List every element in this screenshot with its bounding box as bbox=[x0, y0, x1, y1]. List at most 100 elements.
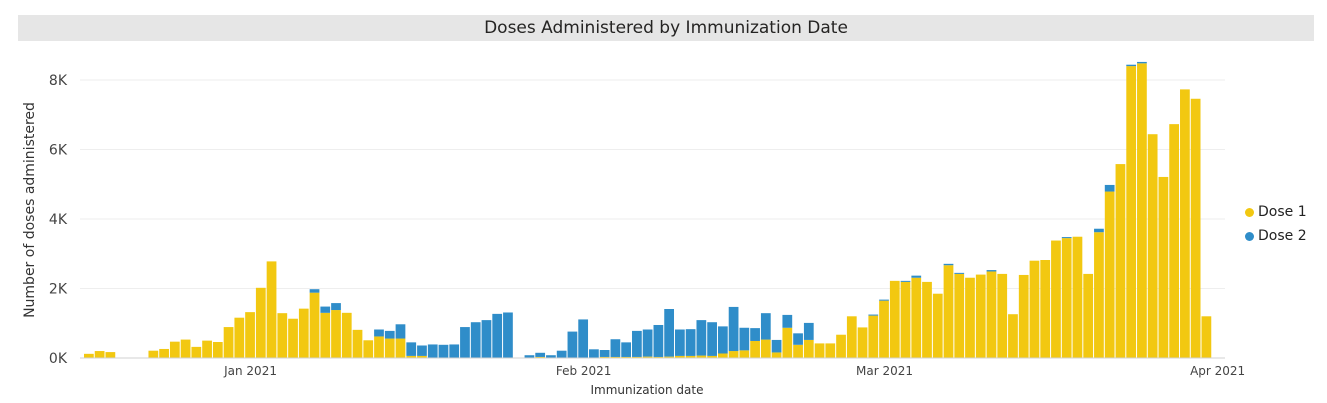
bar-dose-1[interactable] bbox=[1104, 191, 1115, 358]
bar-dose-1[interactable] bbox=[599, 356, 610, 358]
bar-dose-1[interactable] bbox=[674, 355, 685, 358]
bar-dose-1[interactable] bbox=[384, 338, 395, 358]
bar-dose-1[interactable] bbox=[728, 351, 739, 358]
bar-dose-1[interactable] bbox=[341, 312, 352, 358]
bar-dose-1[interactable] bbox=[717, 353, 728, 358]
legend-item-dose-1[interactable]: Dose 1 bbox=[1245, 200, 1307, 224]
bar-dose-1[interactable] bbox=[1126, 66, 1137, 358]
bar-dose-1[interactable] bbox=[1094, 232, 1104, 358]
bar-dose-1[interactable] bbox=[202, 340, 212, 359]
bar-dose-1[interactable] bbox=[707, 355, 717, 358]
bar-dose-1[interactable] bbox=[395, 338, 406, 358]
bar-dose-1[interactable] bbox=[889, 280, 900, 359]
bar-dose-1[interactable] bbox=[1147, 134, 1158, 358]
bar-dose-2[interactable] bbox=[911, 275, 922, 278]
bar-dose-2[interactable] bbox=[868, 314, 879, 316]
bar-dose-2[interactable] bbox=[642, 329, 653, 357]
bar-dose-2[interactable] bbox=[1126, 64, 1137, 67]
bar-dose-1[interactable] bbox=[191, 346, 202, 358]
bar-dose-1[interactable] bbox=[997, 273, 1008, 358]
bar-dose-2[interactable] bbox=[374, 329, 384, 337]
bar-dose-1[interactable] bbox=[911, 277, 922, 358]
bar-dose-1[interactable] bbox=[632, 356, 642, 358]
bar-dose-2[interactable] bbox=[685, 329, 696, 356]
bar-dose-2[interactable] bbox=[556, 350, 567, 358]
bar-dose-2[interactable] bbox=[717, 326, 728, 354]
bar-dose-2[interactable] bbox=[535, 352, 546, 357]
bar-dose-1[interactable] bbox=[803, 339, 814, 358]
bar-dose-2[interactable] bbox=[782, 314, 793, 328]
bar-dose-1[interactable] bbox=[1061, 238, 1072, 358]
bar-dose-1[interactable] bbox=[535, 356, 546, 358]
bar-dose-1[interactable] bbox=[664, 356, 674, 358]
bar-dose-1[interactable] bbox=[1018, 274, 1029, 358]
bar-dose-2[interactable] bbox=[460, 327, 470, 358]
bar-dose-1[interactable] bbox=[760, 339, 771, 358]
bar-dose-1[interactable] bbox=[1083, 273, 1094, 358]
bar-dose-2[interactable] bbox=[632, 330, 642, 357]
bar-dose-2[interactable] bbox=[427, 344, 438, 358]
bar-dose-2[interactable] bbox=[567, 331, 578, 358]
bar-dose-1[interactable] bbox=[255, 287, 266, 359]
bar-dose-1[interactable] bbox=[1201, 316, 1212, 358]
bar-dose-1[interactable] bbox=[1051, 240, 1061, 358]
bar-dose-2[interactable] bbox=[943, 263, 954, 266]
bar-dose-1[interactable] bbox=[234, 317, 245, 358]
bar-dose-1[interactable] bbox=[900, 281, 911, 358]
bar-dose-1[interactable] bbox=[266, 261, 277, 358]
bar-dose-1[interactable] bbox=[943, 265, 954, 358]
bar-dose-1[interactable] bbox=[1190, 98, 1201, 358]
bar-dose-1[interactable] bbox=[836, 334, 846, 358]
bar-dose-1[interactable] bbox=[857, 327, 868, 358]
bar-dose-1[interactable] bbox=[84, 353, 94, 358]
bar-dose-1[interactable] bbox=[610, 356, 621, 358]
bar-dose-2[interactable] bbox=[1104, 184, 1115, 192]
bar-dose-1[interactable] bbox=[750, 340, 760, 358]
bar-dose-2[interactable] bbox=[674, 329, 685, 356]
bar-dose-1[interactable] bbox=[1008, 314, 1018, 358]
bar-dose-1[interactable] bbox=[148, 350, 159, 358]
bar-dose-1[interactable] bbox=[868, 315, 879, 359]
bar-dose-1[interactable] bbox=[685, 355, 696, 358]
bar-dose-1[interactable] bbox=[159, 348, 169, 358]
bar-dose-1[interactable] bbox=[374, 336, 384, 358]
bar-dose-1[interactable] bbox=[1040, 260, 1051, 358]
bar-dose-1[interactable] bbox=[406, 355, 417, 358]
bar-dose-1[interactable] bbox=[653, 356, 664, 358]
bar-dose-2[interactable] bbox=[589, 349, 599, 358]
bar-dose-2[interactable] bbox=[900, 280, 911, 282]
bar-dose-2[interactable] bbox=[803, 322, 814, 340]
bar-dose-1[interactable] bbox=[922, 281, 932, 358]
bar-dose-2[interactable] bbox=[546, 355, 556, 358]
bar-dose-1[interactable] bbox=[298, 308, 309, 358]
bar-dose-1[interactable] bbox=[696, 355, 707, 358]
bar-dose-1[interactable] bbox=[212, 342, 223, 358]
bar-dose-2[interactable] bbox=[503, 312, 513, 358]
bar-dose-2[interactable] bbox=[793, 333, 803, 345]
bar-dose-1[interactable] bbox=[245, 312, 255, 358]
bar-dose-1[interactable] bbox=[986, 271, 997, 358]
bar-dose-2[interactable] bbox=[524, 355, 535, 358]
bar-dose-1[interactable] bbox=[309, 292, 320, 358]
bar-dose-1[interactable] bbox=[223, 327, 234, 358]
bar-dose-2[interactable] bbox=[470, 322, 481, 358]
bar-dose-2[interactable] bbox=[309, 289, 320, 293]
bar-dose-1[interactable] bbox=[621, 356, 632, 358]
bar-dose-2[interactable] bbox=[621, 342, 632, 357]
bar-dose-1[interactable] bbox=[169, 341, 180, 358]
bar-dose-2[interactable] bbox=[492, 313, 503, 358]
bar-dose-1[interactable] bbox=[782, 327, 793, 358]
bar-dose-1[interactable] bbox=[846, 316, 857, 358]
bar-dose-2[interactable] bbox=[481, 320, 492, 358]
bar-dose-1[interactable] bbox=[793, 344, 803, 359]
bar-dose-1[interactable] bbox=[105, 352, 116, 358]
bar-dose-2[interactable] bbox=[986, 270, 997, 272]
bar-dose-1[interactable] bbox=[825, 343, 836, 358]
bar-dose-2[interactable] bbox=[417, 345, 427, 356]
bar-dose-1[interactable] bbox=[1115, 164, 1126, 358]
bar-dose-2[interactable] bbox=[728, 306, 739, 352]
bar-dose-2[interactable] bbox=[599, 350, 610, 357]
bar-dose-2[interactable] bbox=[739, 327, 750, 351]
bar-dose-1[interactable] bbox=[954, 273, 965, 358]
legend-item-dose-2[interactable]: Dose 2 bbox=[1245, 224, 1307, 248]
